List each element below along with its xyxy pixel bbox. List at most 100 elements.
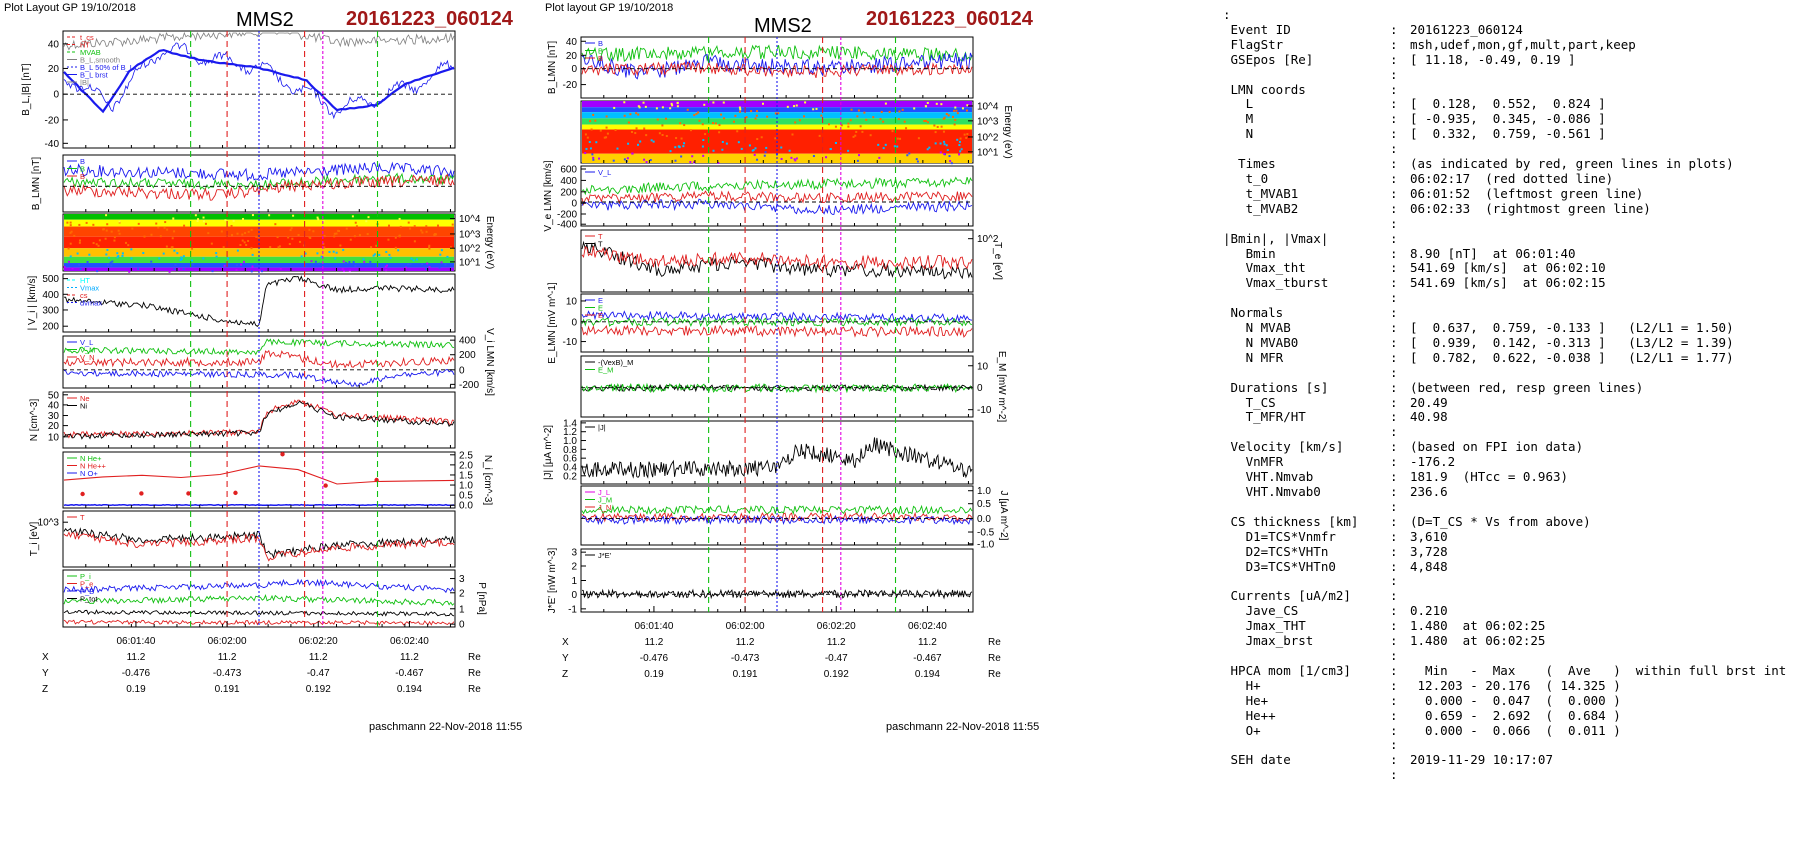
- spectrogram-pixel: [760, 136, 763, 139]
- spectrogram-pixel: [939, 151, 942, 154]
- spectrogram-pixel: [342, 260, 345, 263]
- info-key: [1223, 649, 1390, 664]
- spectrogram-pixel: [888, 110, 891, 113]
- spectrogram-pixel: [335, 232, 338, 235]
- info-sep: :: [1390, 394, 1398, 410]
- y-axis-label: P [nPa]: [476, 582, 487, 615]
- series-line: [63, 338, 455, 356]
- info-row: Currents [uA/m2]:: [1223, 588, 1786, 604]
- spectrogram-pixel: [88, 253, 91, 256]
- spectrogram-pixel: [155, 222, 158, 225]
- spectrogram-pixel: [179, 258, 182, 261]
- spectrogram-pixel: [111, 260, 114, 263]
- spectrogram-pixel: [915, 158, 918, 161]
- info-value: [ 0.782, 0.622, -0.038 ] (L2/L1 = 1.77): [1410, 349, 1734, 365]
- spectrogram-pixel: [584, 133, 587, 136]
- legend-label: P_B: [80, 587, 94, 596]
- legend-label: -(VexB)_M: [598, 358, 633, 367]
- spectrogram-pixel: [794, 159, 797, 162]
- y-tick-label: 0.0: [459, 501, 473, 512]
- time-tick-label: 06:01:40: [116, 636, 155, 647]
- spectrogram-pixel: [820, 114, 823, 117]
- info-value: 541.69 [km/s] at 06:02:15: [1410, 275, 1606, 291]
- info-sep: :: [1390, 260, 1398, 276]
- info-row: t_MVAB2:06:02:33 (rightmost green line): [1223, 201, 1786, 217]
- info-key: [1223, 500, 1390, 515]
- spectrogram-pixel: [223, 264, 226, 267]
- y-tick-label: -0.5: [977, 528, 995, 539]
- spectrogram-pixel: [603, 136, 606, 139]
- spectrogram-pixel: [440, 261, 443, 264]
- spectrogram-pixel: [388, 253, 391, 256]
- info-key: He+: [1223, 692, 1269, 708]
- info-row: :: [1223, 648, 1786, 664]
- info-key: D1=TCS*Vnmfr: [1223, 528, 1336, 544]
- info-row: VHT.Nmvab0:236.6: [1223, 484, 1786, 500]
- spectrogram-pixel: [945, 112, 948, 115]
- spectrogram-pixel: [182, 255, 185, 258]
- y-tick-label: -200: [557, 210, 577, 221]
- info-row: :: [1223, 67, 1786, 83]
- spectrogram-pixel: [247, 230, 250, 233]
- y-tick-label: 0.6: [563, 454, 577, 465]
- spectrogram-pixel: [891, 130, 894, 133]
- spectrogram-pixel: [951, 115, 954, 118]
- spectrogram-pixel: [78, 241, 81, 244]
- info-sep: :: [1390, 737, 1398, 753]
- y-tick-label: 0.5: [459, 491, 473, 502]
- y-axis-label: | V_i | [km/s]: [27, 275, 38, 330]
- spectrogram-pixel: [946, 148, 949, 151]
- info-value: 0.000 - 0.066 ( 0.011 ): [1410, 722, 1621, 738]
- y-tick-label: -1.0: [977, 539, 995, 550]
- spectrogram-pixel: [409, 262, 412, 265]
- spectrogram-pixel: [220, 230, 223, 233]
- spectrogram-pixel: [598, 157, 601, 160]
- spectrogram-pixel: [899, 137, 902, 140]
- spectrogram-pixel: [297, 233, 300, 236]
- spectrogram-pixel: [287, 236, 290, 239]
- spectrogram-pixel: [614, 129, 617, 132]
- legend-label: N O+: [80, 469, 98, 478]
- spectrogram-pixel: [953, 109, 956, 112]
- spectrogram-pixel: [717, 162, 720, 165]
- info-value: 06:01:52 (leftmost green line): [1410, 185, 1644, 201]
- spectrogram-pixel: [674, 159, 677, 162]
- spectrogram-pixel: [389, 256, 392, 259]
- spectrogram-pixel: [884, 102, 887, 105]
- info-value: 06:02:17 (red dotted line): [1410, 170, 1614, 186]
- spectrogram-pixel: [142, 252, 145, 255]
- y-tick-label: 400: [459, 336, 476, 347]
- info-row: :: [1223, 767, 1786, 783]
- spectrogram-pixel: [605, 126, 608, 129]
- spectrogram-pixel: [320, 255, 323, 258]
- spectrogram-pixel: [76, 252, 79, 255]
- spectrogram-pixel: [613, 106, 616, 109]
- spectrogram-pixel: [328, 250, 331, 253]
- spectrogram-pixel: [958, 153, 961, 156]
- spectrogram-pixel: [143, 235, 146, 238]
- info-row: N MVAB: [ 0.637, 0.759, -0.133 ] (L2/L1 =…: [1223, 320, 1786, 336]
- info-key: CS thickness [km]: [1223, 513, 1359, 529]
- spectrogram-pixel: [197, 218, 200, 221]
- spectrogram-pixel: [231, 234, 234, 237]
- coord-value: -0.467: [913, 653, 942, 664]
- spectrogram-pixel: [413, 225, 416, 228]
- spectrogram-pixel: [365, 220, 368, 223]
- spectrogram-pixel: [247, 239, 250, 242]
- info-sep: :: [1390, 349, 1398, 365]
- spectrogram-pixel: [180, 256, 183, 259]
- spectrogram-pixel: [960, 148, 963, 151]
- info-key: Times: [1223, 156, 1276, 172]
- spectrogram-pixel: [150, 260, 153, 263]
- spectrogram-pixel: [96, 270, 99, 273]
- spectrogram-pixel: [917, 137, 920, 140]
- spectrogram-pixel: [363, 260, 366, 263]
- series-line: [581, 245, 973, 271]
- data-point: [80, 491, 85, 497]
- info-row: GSEpos [Re]: [ 11.18, -0.49, 0.19 ]: [1223, 52, 1786, 68]
- y-tick-label: 2.0: [459, 460, 473, 471]
- legend-label: Ni: [80, 402, 87, 411]
- legend-label: |J|: [598, 423, 606, 432]
- spectrogram-pixel: [86, 260, 89, 263]
- y-tick-label: 0: [977, 383, 983, 394]
